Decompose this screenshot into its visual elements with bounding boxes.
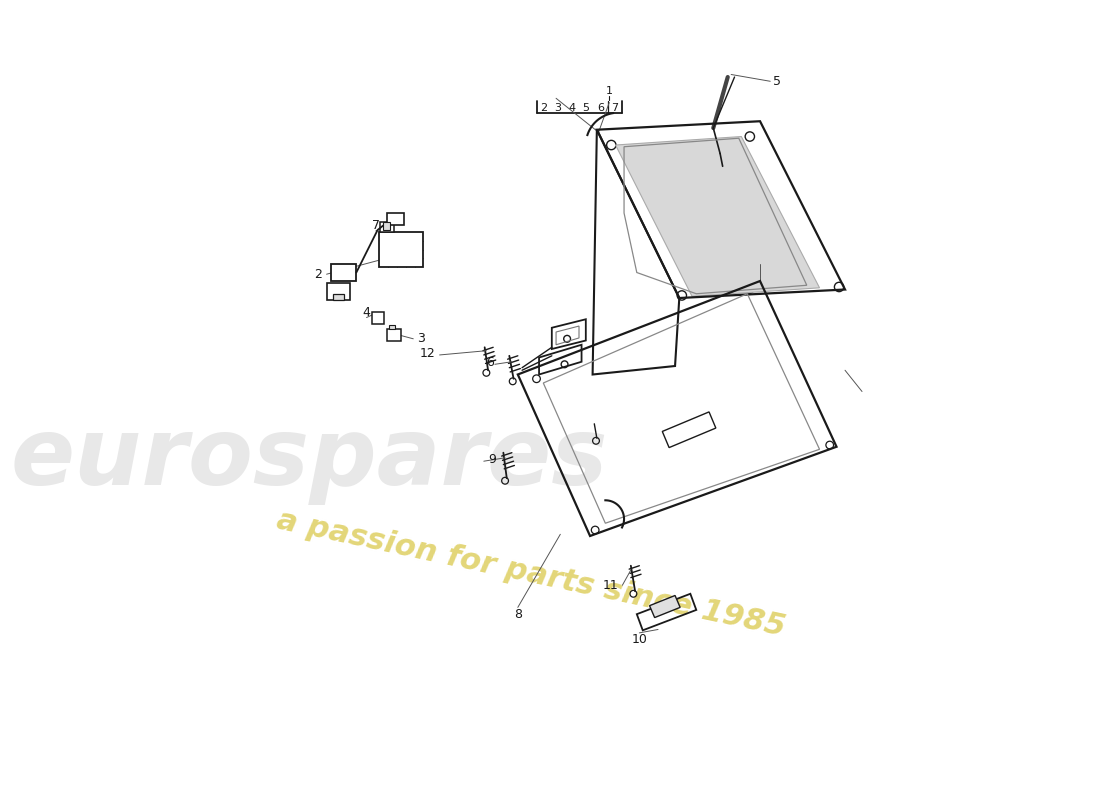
Bar: [331, 264, 356, 281]
Text: 8: 8: [514, 608, 521, 621]
Bar: [372, 313, 384, 323]
Text: eurospares: eurospares: [11, 414, 608, 506]
Text: 3: 3: [554, 102, 561, 113]
Text: 4: 4: [569, 102, 575, 113]
Bar: [387, 213, 404, 225]
Bar: [383, 222, 390, 230]
Bar: [332, 294, 344, 300]
Text: 12: 12: [419, 346, 436, 360]
Bar: [379, 232, 424, 267]
Text: 6: 6: [486, 356, 494, 369]
Text: 9: 9: [488, 453, 496, 466]
Text: 5: 5: [583, 102, 590, 113]
Text: a passion for parts since 1985: a passion for parts since 1985: [274, 506, 788, 642]
Bar: [381, 222, 394, 232]
Text: 1: 1: [606, 86, 613, 96]
Text: 4: 4: [363, 306, 371, 319]
Text: 10: 10: [631, 633, 647, 646]
Text: 2: 2: [315, 268, 322, 281]
Text: 3: 3: [418, 332, 426, 346]
Text: 5: 5: [773, 74, 781, 88]
Bar: [327, 282, 351, 300]
Bar: [387, 330, 400, 341]
Text: 7: 7: [372, 219, 379, 232]
Text: 11: 11: [603, 578, 618, 592]
Bar: [388, 326, 395, 330]
Text: 6: 6: [597, 102, 604, 113]
Polygon shape: [649, 595, 680, 618]
Text: 7: 7: [612, 102, 618, 113]
Text: 2: 2: [540, 102, 547, 113]
Polygon shape: [616, 137, 820, 296]
